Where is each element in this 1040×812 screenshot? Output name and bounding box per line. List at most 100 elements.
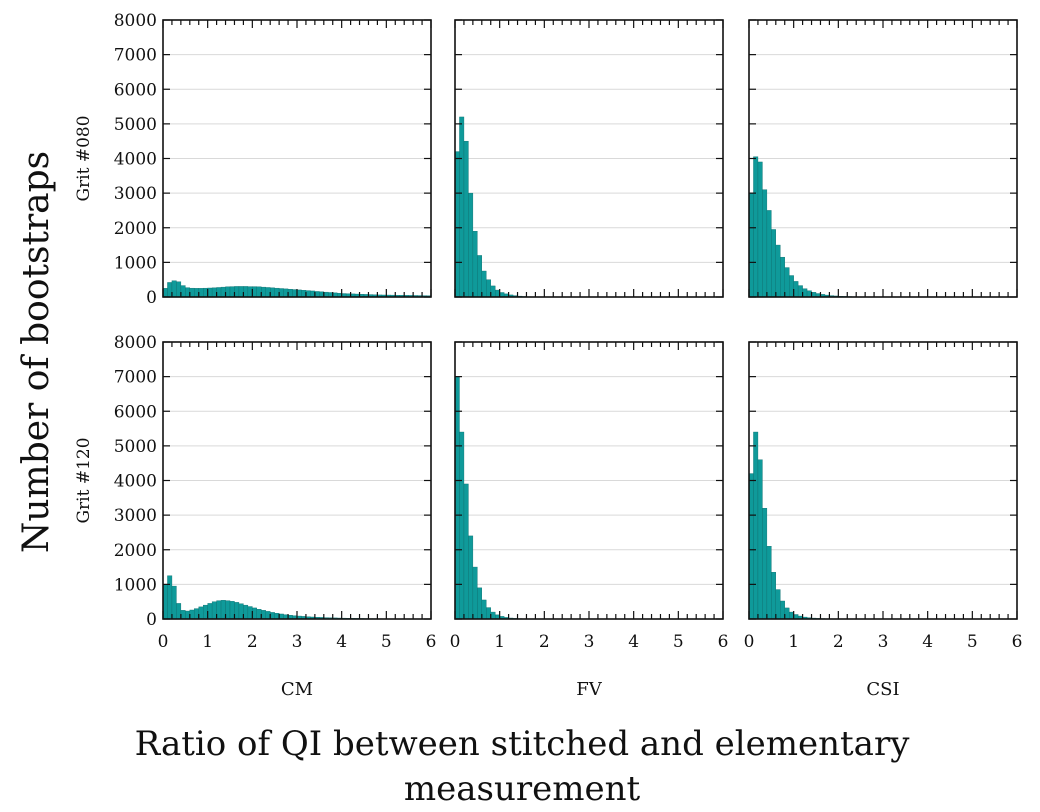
histogram-bar: [477, 255, 483, 298]
histogram-bar: [283, 288, 289, 298]
histogram-bar: [495, 289, 500, 298]
histogram-bar: [176, 281, 182, 298]
y-tick-label: 3000: [114, 506, 157, 526]
histogram-bar: [211, 287, 217, 298]
histogram-bar: [472, 566, 478, 620]
histogram-bar: [459, 116, 465, 298]
histogram-bar: [180, 610, 186, 620]
histogram-bar: [265, 287, 271, 298]
x-tick-label: 1: [494, 632, 505, 652]
x-tick-label: 5: [967, 632, 978, 652]
histogram-bar: [234, 286, 240, 298]
panel-cm-120: 0 1000 2000 3000 4000 5000 6000 7000 8000 Grit #1…: [74, 333, 436, 700]
panel-csi-120: 0 1 2 3 4 5 6 CSI: [744, 341, 1023, 700]
histogram-bar: [252, 286, 257, 298]
histogram-bar: [252, 607, 257, 620]
y-axis-title: Number of bootstraps: [16, 151, 57, 553]
column-label: CSI: [866, 679, 899, 700]
y-tick-label: 2000: [114, 541, 157, 561]
histogram-bar: [468, 192, 474, 298]
row-label: Grit #120: [74, 437, 94, 523]
histogram-bar: [211, 601, 217, 620]
histogram-bar: [789, 275, 794, 298]
panel-csi-080: [748, 19, 1018, 298]
histogram-bar: [766, 546, 772, 620]
x-tick-label: 3: [584, 632, 595, 652]
x-tick-label: 3: [878, 632, 889, 652]
histogram-bar: [198, 606, 204, 620]
y-tick-label: 6000: [114, 80, 157, 100]
histogram-bar: [762, 189, 768, 298]
histogram-bar: [481, 270, 487, 298]
histogram-bar: [207, 287, 213, 298]
histogram-bar: [216, 600, 222, 620]
histogram-bar: [194, 288, 199, 298]
histogram-bar: [775, 244, 781, 298]
histogram-bar: [171, 280, 177, 298]
histogram-bar: [481, 599, 487, 620]
histogram-bar: [310, 290, 316, 298]
x-tick-label: 3: [292, 632, 303, 652]
histogram-bar: [797, 285, 803, 298]
y-tick-label: 0: [146, 610, 157, 630]
x-tick-label: 5: [673, 632, 684, 652]
histogram-bar: [766, 210, 772, 298]
x-tick-label: 1: [202, 632, 213, 652]
histogram-bar: [189, 287, 195, 298]
histogram-bar: [220, 600, 226, 620]
y-tick-label: 7000: [114, 368, 157, 388]
y-tick-label: 0: [146, 288, 157, 308]
histogram-bar: [265, 611, 271, 620]
x-axis-title-line-2: measurement: [404, 769, 641, 809]
histogram-bar: [234, 602, 240, 620]
y-tick-label: 2000: [114, 219, 157, 239]
histogram-bar: [287, 289, 293, 298]
histogram-bar: [753, 431, 759, 620]
histogram-bar: [247, 286, 253, 298]
histogram-bar: [229, 601, 235, 620]
histogram-bar: [194, 608, 199, 620]
histogram-bar: [292, 289, 298, 298]
histogram-bar: [247, 606, 253, 620]
row-label: Grit #080: [74, 115, 94, 201]
histogram-bar: [238, 286, 244, 298]
histogram-bar: [771, 572, 776, 620]
histogram-bar: [780, 256, 785, 298]
y-tick-label: 6000: [114, 402, 157, 422]
histogram-bar: [486, 279, 491, 298]
histogram-bar: [274, 287, 280, 298]
histogram-bar: [775, 589, 781, 620]
histogram-bar: [802, 288, 808, 298]
y-tick-label: 7000: [114, 46, 157, 66]
x-tick-label: 2: [539, 632, 550, 652]
histogram-bar: [274, 613, 280, 620]
histogram-bar: [296, 289, 302, 298]
x-tick-label: 6: [1012, 632, 1023, 652]
histogram-bar: [463, 483, 469, 620]
histogram-bar: [477, 587, 483, 620]
column-label: FV: [576, 679, 602, 700]
y-tick-label: 8000: [114, 11, 157, 31]
histogram-bar: [243, 604, 249, 620]
histogram-bar: [261, 610, 266, 620]
histogram-bar: [202, 287, 208, 298]
histogram-bar: [784, 267, 790, 298]
histogram-bar: [762, 508, 768, 620]
x-tick-label: 6: [718, 632, 729, 652]
histogram-bar: [220, 286, 226, 298]
histogram-bar: [243, 286, 249, 298]
x-tick-label: 2: [833, 632, 844, 652]
histogram-bar: [270, 287, 275, 298]
histogram-bar: [167, 575, 173, 620]
x-tick-label: 4: [336, 632, 347, 652]
histogram-bar: [472, 231, 478, 298]
labels-layer: Number of bootstraps Ratio of QI between…: [16, 151, 910, 809]
x-tick-label: 0: [450, 632, 461, 652]
histogram-bar: [256, 286, 262, 298]
histogram-bar: [171, 585, 177, 620]
histogram-bar: [185, 287, 190, 298]
histogram-bar: [229, 286, 235, 298]
histogram-bar: [463, 140, 469, 298]
histogram-bar: [806, 290, 812, 298]
